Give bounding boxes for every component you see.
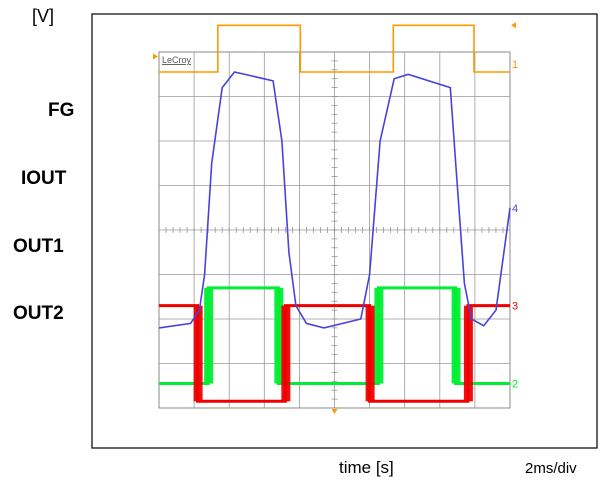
- series-fg-line: [159, 24, 510, 73]
- scope-brand-logo: LeCroy: [162, 55, 192, 65]
- timebase-label: 2ms/div: [525, 460, 577, 477]
- series-out1-edge-band: [451, 287, 461, 384]
- channel-marker-2: 2: [512, 379, 518, 391]
- series-out2-edge-band: [281, 305, 291, 402]
- series-out2-edge-band: [463, 305, 473, 402]
- channel-marker-3: 3: [512, 301, 518, 313]
- x-axis-label: time [s]: [339, 458, 394, 477]
- series-iout-line: [158, 71, 511, 329]
- series-out2-edge-band: [193, 305, 203, 402]
- trace-label-out2: OUT2: [13, 303, 64, 324]
- series-out2-edge-band: [365, 305, 375, 402]
- trigger-level-arrow: [153, 53, 158, 60]
- channel-marker-1: 1: [512, 59, 518, 71]
- channel-markers: 1 4 2 3: [153, 22, 518, 414]
- series-out1-edge-band: [204, 287, 214, 384]
- series-out1-edge-band: [374, 287, 384, 384]
- trace-label-fg: FG: [48, 100, 75, 121]
- series-out1-edge-band: [274, 287, 284, 384]
- scope-traces: [158, 24, 511, 403]
- trace-label-out1: OUT1: [13, 236, 64, 257]
- trigger-position-arrow: [331, 409, 338, 414]
- y-axis-label: [V]: [32, 6, 55, 26]
- channel-1-offset-arrow: [511, 22, 516, 29]
- figure-frame: [91, 13, 598, 449]
- trace-label-iout: IOUT: [21, 168, 67, 189]
- channel-marker-4: 4: [512, 203, 518, 215]
